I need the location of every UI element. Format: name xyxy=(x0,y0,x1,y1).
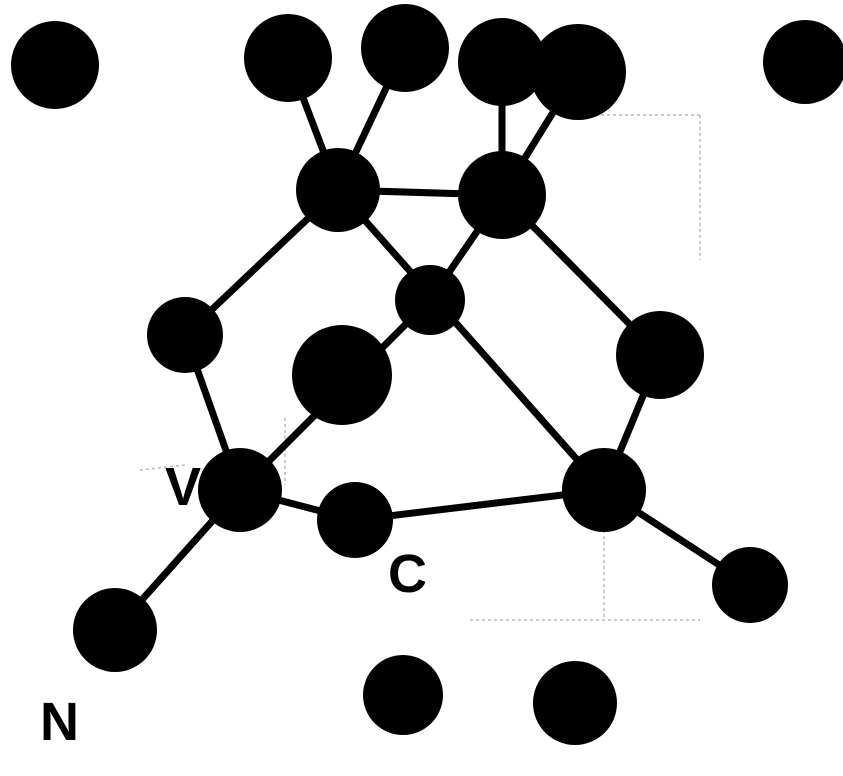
atom-node-top_m xyxy=(361,4,449,92)
atom-node-far_r xyxy=(712,547,788,623)
atom-node-mid_r xyxy=(458,151,546,239)
atom-node-N xyxy=(73,588,157,672)
atom-node-left_e xyxy=(147,297,223,373)
label-V: V xyxy=(165,457,201,517)
atom-node-V xyxy=(198,448,282,532)
atom-nodes xyxy=(11,4,843,745)
atom-node-top_l1 xyxy=(244,14,332,102)
atom-node-C xyxy=(317,482,393,558)
atom-node-iso_tr xyxy=(763,20,843,104)
atom-node-iso_b2 xyxy=(533,661,617,745)
nv-center-diagram: V C N xyxy=(0,0,843,776)
atom-node-ctr_s xyxy=(395,265,465,335)
label-C: C xyxy=(388,544,427,604)
atom-node-iso_tl xyxy=(11,21,99,109)
atom-node-right_e xyxy=(616,311,704,399)
atom-node-iso_b1 xyxy=(363,655,443,735)
atom-node-mid_l xyxy=(296,148,380,232)
label-N: N xyxy=(40,692,79,752)
atom-node-lower_r xyxy=(562,448,646,532)
atom-node-big_l xyxy=(292,325,392,425)
atom-node-top_r2 xyxy=(530,24,626,120)
